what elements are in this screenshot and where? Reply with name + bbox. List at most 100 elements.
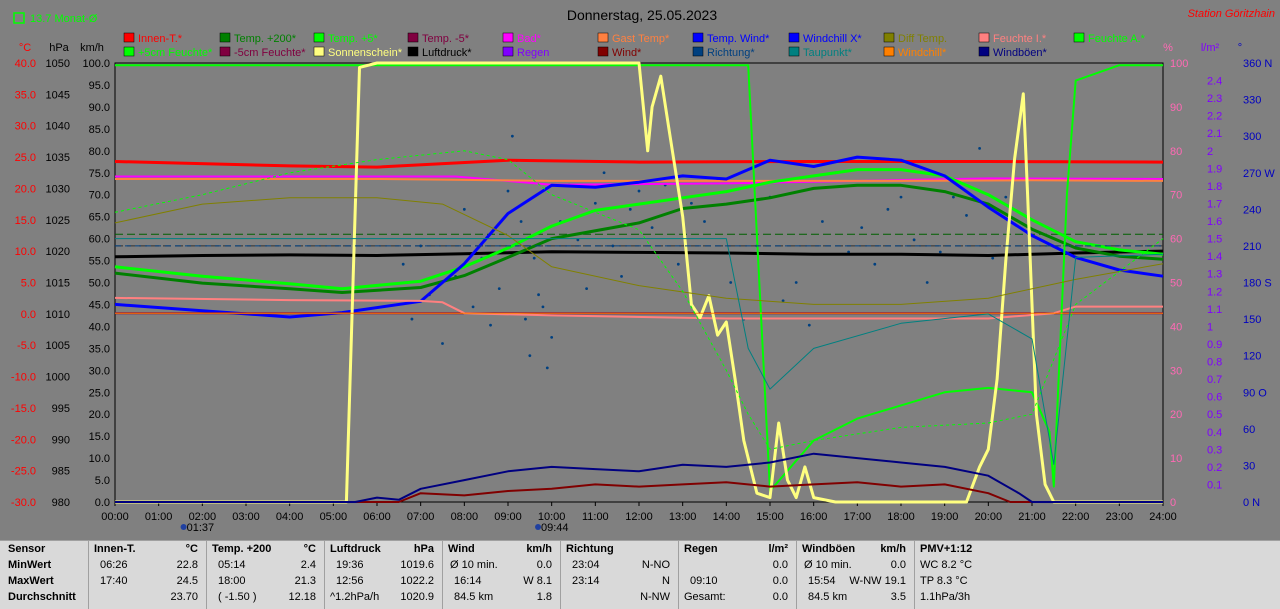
pmv-pressure-trend: 1.1hPa/3h: [920, 591, 971, 603]
direction-tick-label: 330: [1243, 95, 1261, 107]
direction-point: [807, 323, 811, 327]
direction-point: [729, 281, 733, 284]
month-average-indicator: 13.7 Monat-Ø: [30, 13, 98, 25]
legend-label: Diff Temp.: [898, 33, 947, 45]
direction-point: [519, 220, 523, 223]
temp200-avg-note: ( -1.50 ): [218, 591, 257, 603]
temp200-unit: °C: [303, 543, 316, 555]
temp-tick-label: -20.0: [11, 434, 36, 446]
legend-swatch: [788, 46, 800, 57]
legend-swatch: [407, 46, 419, 57]
time-marker-icon: [180, 524, 187, 530]
stats-richtung: Richtung 23:04 N-NO 23:14 N N-NW: [560, 541, 679, 609]
direction-point: [676, 262, 680, 266]
direction-point: [847, 250, 850, 254]
direction-point: [899, 195, 903, 199]
temp-tick-label: 35.0: [15, 89, 36, 101]
legend-label: Windböen*: [993, 47, 1048, 59]
windboeen-avg-value: 3.5: [890, 591, 906, 603]
x-tick-label: 20:00: [975, 511, 1003, 523]
x-tick-label: 04:00: [276, 511, 304, 523]
rain-tick-label: 1.3: [1207, 269, 1222, 281]
rain-tick-label: 1.2: [1207, 286, 1222, 298]
legend-label: Windchill*: [898, 47, 947, 59]
innen-max-value: 24.5: [176, 575, 198, 587]
speed-tick-label: 90.0: [89, 102, 110, 114]
windboeen-unit: km/h: [880, 543, 906, 555]
windboeen-max-value: W-NW 19.1: [849, 575, 906, 587]
time-marker-label: 09:44: [541, 522, 569, 534]
speed-tick-label: 40.0: [89, 321, 110, 333]
luftdruck-min-time: 19:36: [336, 559, 364, 571]
stats-regen: Regen l/m² 0.0 09:10 0.0 Gesamt: 0.0: [678, 541, 797, 609]
temp200-min-time: 05:14: [218, 559, 246, 571]
x-tick-label: 05:00: [320, 511, 348, 523]
legend-label: Wind*: [612, 47, 642, 59]
x-tick-label: 24:00: [1149, 511, 1177, 523]
direction-point: [541, 305, 545, 309]
rain-tick-label: 0.5: [1207, 409, 1222, 421]
direction-point: [794, 281, 798, 284]
direction-tick-label: 240: [1243, 204, 1261, 216]
speed-tick-label: 55.0: [89, 256, 110, 268]
direction-point: [441, 342, 444, 345]
pressure-tick-label: 990: [52, 434, 70, 446]
x-tick-label: 11:00: [582, 511, 609, 523]
wind-min-label: Ø 10 min.: [450, 559, 498, 571]
legend-swatch: [123, 46, 135, 57]
direction-point: [821, 220, 824, 223]
wind-distance: 84.5 km: [454, 591, 494, 603]
series-line: [115, 481, 1163, 503]
stats-luftdruck: Luftdruck hPa 19:36 1019.6 12:56 1022.2 …: [324, 541, 443, 609]
wind-min-value: 0.0: [536, 559, 552, 571]
legend-swatch: [883, 46, 895, 57]
legend-swatch: [692, 32, 704, 43]
legend-swatch: [597, 46, 609, 57]
legend-label: Windchill X*: [803, 33, 862, 45]
richtung-max-time: 23:14: [572, 575, 600, 587]
regen-unit: l/m²: [768, 543, 788, 555]
rain-tick-label: 1.8: [1207, 181, 1222, 193]
speed-tick-label: 100.0: [82, 58, 110, 70]
direction-point: [497, 287, 501, 290]
series-line: [115, 178, 1164, 182]
speed-tick-label: 35.0: [89, 343, 110, 355]
direction-point: [593, 201, 597, 205]
avg-label: Durchschnitt: [8, 591, 76, 603]
richtung-min-time: 23:04: [572, 559, 600, 571]
chart-axes: 00:00 01:00 02:00 03:00 04:00 05:00 06:00 07:00…: [11, 58, 1275, 534]
regen-max-value: 0.0: [772, 575, 788, 587]
time-marker-icon: [535, 524, 542, 530]
speed-tick-label: 10.0: [89, 453, 110, 465]
station-name: Station Göritzhain: [1188, 8, 1275, 20]
wind-max-value: W 8.1: [523, 575, 552, 587]
temp-tick-label: -5.0: [17, 340, 36, 352]
direction-tick-label: 60: [1243, 424, 1255, 436]
pmv-header: PMV+1:12: [920, 543, 973, 555]
direction-point: [650, 226, 654, 230]
x-tick-label: 21:00: [1018, 511, 1046, 523]
legend-label: Temp. +5*: [328, 33, 379, 45]
legend-label: -5cm Feuchte*: [234, 47, 306, 59]
legend-swatch: [407, 32, 419, 43]
percent-tick-label: 10: [1170, 453, 1182, 465]
legend-swatch: [219, 46, 231, 57]
x-tick-label: 12:00: [625, 511, 653, 523]
direction-point: [952, 195, 955, 199]
legend-swatch: [502, 32, 514, 43]
rain-tick-label: 0.9: [1207, 339, 1222, 351]
direction-point: [585, 287, 588, 290]
stats-temp200: Temp. +200 °C 05:14 2.4 18:00 21.3 ( -1.…: [206, 541, 325, 609]
direction-point: [628, 207, 632, 211]
legend-swatch: [692, 46, 704, 57]
temp-tick-label: -25.0: [11, 466, 36, 478]
percent-tick-label: 90: [1170, 102, 1182, 114]
speed-tick-label: 25.0: [89, 387, 110, 399]
legend-swatch: [978, 32, 990, 43]
speed-tick-label: 5.0: [95, 475, 110, 487]
pmv-windchill: WC 8.2 °C: [920, 559, 973, 571]
legend-label: Luftdruck*: [422, 47, 472, 59]
temp200-avg-value: 12.18: [288, 591, 316, 603]
innen-header: Innen-T.: [94, 543, 136, 555]
direction-point: [1004, 195, 1008, 199]
